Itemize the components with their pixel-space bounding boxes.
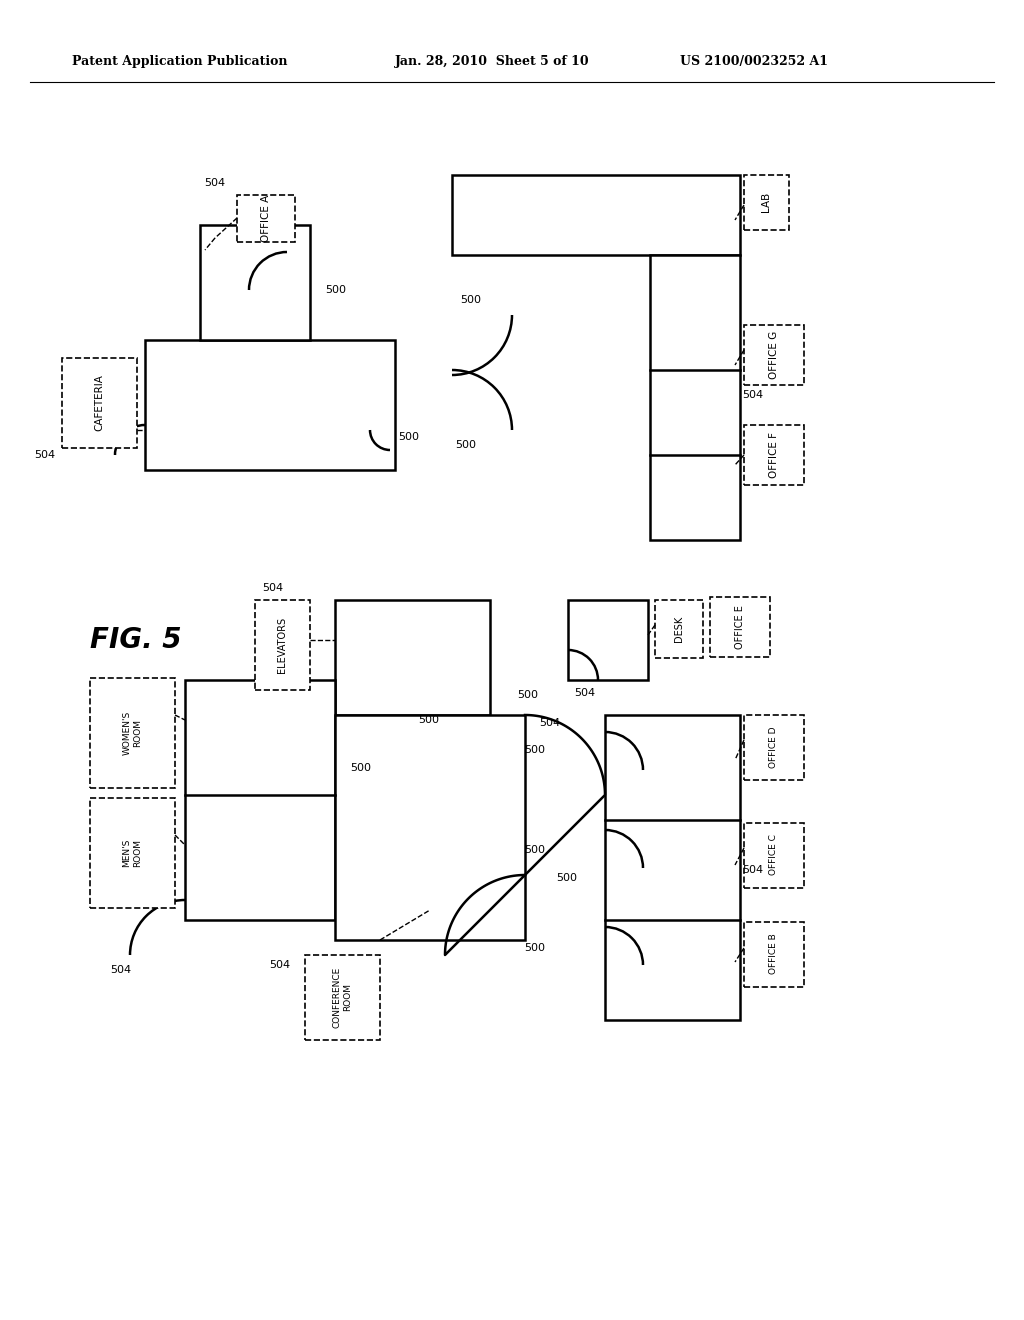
- Text: 504: 504: [34, 450, 55, 459]
- Text: OFFICE D: OFFICE D: [769, 726, 778, 768]
- Bar: [305, 954, 380, 1040]
- Text: OFFICE C: OFFICE C: [769, 834, 778, 875]
- Bar: [237, 195, 295, 242]
- Bar: [744, 176, 790, 230]
- Text: OFFICE F: OFFICE F: [769, 432, 779, 478]
- Bar: [185, 680, 335, 920]
- Text: 500: 500: [350, 763, 371, 774]
- Text: 500: 500: [524, 744, 545, 755]
- Bar: [568, 601, 648, 680]
- Bar: [255, 601, 310, 690]
- Bar: [145, 341, 395, 470]
- Text: LAB: LAB: [761, 191, 771, 213]
- Text: DESK: DESK: [674, 616, 684, 642]
- Text: 500: 500: [460, 294, 481, 305]
- Text: 504: 504: [204, 178, 225, 187]
- Text: 504: 504: [539, 718, 560, 729]
- Bar: [452, 176, 740, 255]
- Text: 504: 504: [742, 389, 763, 400]
- Text: 500: 500: [455, 440, 476, 450]
- Text: 500: 500: [524, 942, 545, 953]
- Text: FIG. 5: FIG. 5: [90, 626, 181, 653]
- Text: 500: 500: [524, 845, 545, 855]
- Text: OFFICE G: OFFICE G: [769, 331, 779, 379]
- Text: 504: 504: [742, 865, 763, 875]
- Text: 500: 500: [325, 285, 346, 294]
- Bar: [90, 799, 175, 908]
- Text: 504: 504: [573, 688, 595, 698]
- Text: Jan. 28, 2010  Sheet 5 of 10: Jan. 28, 2010 Sheet 5 of 10: [395, 55, 590, 69]
- Text: 500: 500: [556, 873, 577, 883]
- Bar: [335, 601, 490, 715]
- Text: Patent Application Publication: Patent Application Publication: [72, 55, 288, 69]
- Text: OFFICE E: OFFICE E: [735, 605, 745, 649]
- Bar: [62, 358, 137, 447]
- Text: 500: 500: [418, 715, 439, 725]
- Text: 500: 500: [517, 690, 538, 700]
- Bar: [90, 678, 175, 788]
- Text: 504: 504: [262, 583, 283, 593]
- Text: ELEVATORS: ELEVATORS: [278, 616, 287, 673]
- Text: OFFICE A: OFFICE A: [261, 194, 271, 242]
- Bar: [710, 597, 770, 657]
- Bar: [744, 325, 804, 385]
- Text: WOMEN'S
ROOM: WOMEN'S ROOM: [122, 711, 141, 755]
- Bar: [605, 715, 740, 1020]
- Text: CONFERENCE
ROOM: CONFERENCE ROOM: [333, 966, 351, 1028]
- Bar: [744, 715, 804, 780]
- Bar: [655, 601, 703, 657]
- Bar: [744, 822, 804, 888]
- Text: OFFICE B: OFFICE B: [769, 933, 778, 974]
- Text: 500: 500: [398, 432, 419, 442]
- Bar: [335, 715, 525, 940]
- Bar: [744, 425, 804, 484]
- Text: US 2100/0023252 A1: US 2100/0023252 A1: [680, 55, 828, 69]
- Bar: [200, 224, 310, 341]
- Bar: [650, 255, 740, 540]
- Text: 504: 504: [269, 960, 290, 970]
- Bar: [744, 921, 804, 987]
- Text: MEN'S
ROOM: MEN'S ROOM: [122, 838, 141, 867]
- Text: CAFETERIA: CAFETERIA: [94, 375, 104, 432]
- Text: 504: 504: [110, 965, 131, 975]
